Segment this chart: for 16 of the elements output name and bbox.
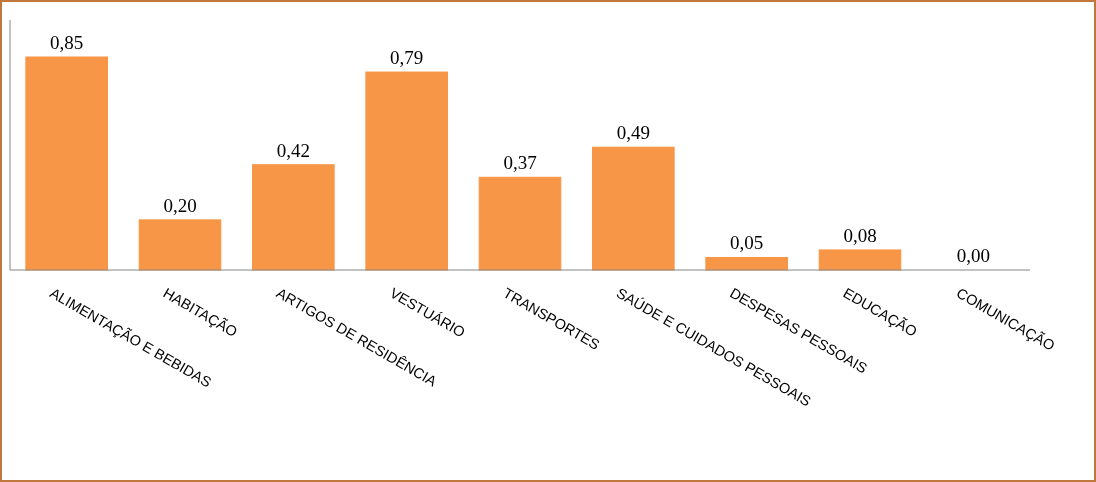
data-label: 0,00 xyxy=(956,245,990,266)
bar xyxy=(365,71,448,271)
data-label: 0,05 xyxy=(730,232,764,254)
data-label: 0,85 xyxy=(50,32,84,53)
bar xyxy=(592,146,675,271)
data-label: 0,79 xyxy=(390,47,424,69)
bar xyxy=(818,249,902,271)
data-label: 0,37 xyxy=(503,152,537,174)
bar xyxy=(138,219,222,271)
data-label: 0,08 xyxy=(843,224,877,246)
bar xyxy=(478,176,562,271)
bar xyxy=(252,164,335,271)
bar xyxy=(25,56,108,271)
data-label: 0,20 xyxy=(163,194,197,216)
data-label: 0,49 xyxy=(616,122,650,144)
data-label: 0,42 xyxy=(276,139,310,161)
